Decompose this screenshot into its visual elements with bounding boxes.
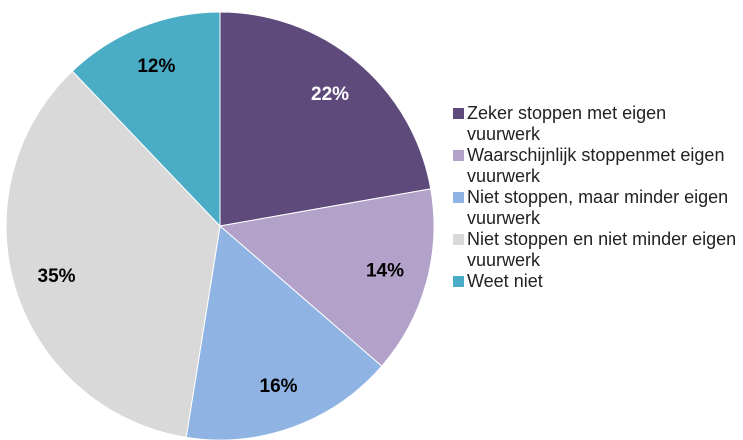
legend-label: Zeker stoppen met eigen vuurwerk [467, 103, 667, 144]
data-label: 14% [366, 261, 404, 282]
data-label: 22% [311, 84, 349, 105]
legend-label: Niet stoppen, maar minder eigen vuurwerk [467, 187, 729, 228]
data-label: 35% [38, 266, 76, 287]
legend-swatch [453, 192, 464, 203]
legend-item: Zeker stoppen met eigen vuurwerk [453, 103, 741, 145]
legend-item: Niet stoppen en niet minder eigen vuurwe… [453, 229, 741, 271]
legend-swatch [453, 276, 464, 287]
legend-label: Niet stoppen en niet minder eigen vuurwe… [467, 229, 737, 270]
pie-slice [5, 70, 221, 438]
legend-item: Niet stoppen, maar minder eigen vuurwerk [453, 187, 741, 229]
pie-slice [218, 188, 435, 367]
data-label: 12% [137, 56, 175, 77]
legend-item: Waarschijnlijk stoppenmet eigen vuurwerk [453, 145, 741, 187]
legend-swatch [453, 234, 464, 245]
pie-slice [185, 225, 383, 440]
legend-swatch [453, 108, 464, 119]
legend-item: Weet niet [453, 271, 741, 292]
pie-slice [219, 11, 432, 227]
pie-slice [71, 11, 221, 228]
data-label: 16% [260, 376, 298, 397]
legend-swatch [453, 150, 464, 161]
legend-label: Waarschijnlijk stoppenmet eigen vuurwerk [467, 145, 725, 186]
legend: Zeker stoppen met eigen vuurwerk Waarschi… [453, 103, 741, 292]
legend-label: Weet niet [467, 271, 543, 291]
